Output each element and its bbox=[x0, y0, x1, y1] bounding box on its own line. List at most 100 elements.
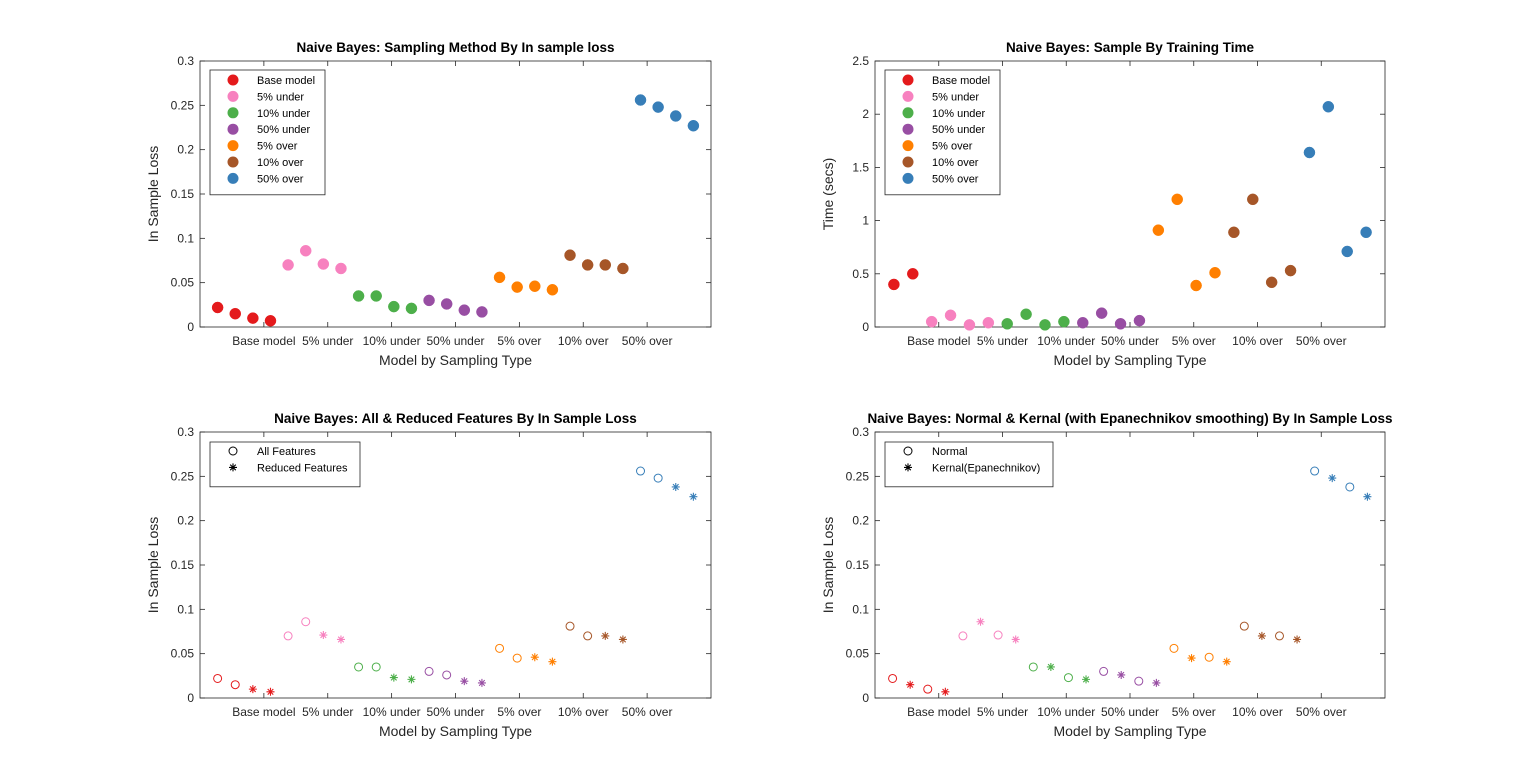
legend-box bbox=[884, 441, 1054, 488]
x-tick-label: 50% under bbox=[426, 334, 484, 348]
data-point-circle bbox=[1134, 676, 1144, 686]
x-tick-label: 5% under bbox=[977, 705, 1028, 719]
data-point bbox=[1095, 307, 1108, 319]
x-tick-label: 50% over bbox=[1296, 334, 1347, 348]
x-tick-label: 5% under bbox=[977, 334, 1028, 348]
legend-label: 50% under bbox=[257, 124, 311, 136]
y-axis-label: In Sample Loss bbox=[820, 517, 836, 614]
data-point-asterisk bbox=[671, 482, 680, 491]
data-point-circle bbox=[301, 617, 311, 627]
data-point-asterisk bbox=[689, 492, 698, 501]
data-point-asterisk bbox=[407, 675, 416, 684]
y-tick-label: 0.2 bbox=[852, 514, 869, 528]
data-point bbox=[264, 315, 277, 327]
data-point-circle bbox=[424, 666, 434, 676]
chart-2: 0 0.5 1 1.5 2 2.5 Base model 5% under 10% under 5… bbox=[820, 40, 1386, 368]
data-point-asterisk bbox=[1293, 635, 1302, 644]
x-tick-label: Base model bbox=[907, 334, 970, 348]
y-tick-label: 0.1 bbox=[177, 231, 194, 245]
y-tick-label: 0 bbox=[187, 320, 194, 334]
data-point bbox=[1341, 245, 1353, 258]
y-tick-label: 2 bbox=[862, 107, 869, 121]
data-point bbox=[247, 312, 259, 324]
data-point bbox=[1190, 279, 1202, 292]
data-point bbox=[581, 259, 594, 271]
data-point bbox=[599, 259, 612, 271]
data-point bbox=[299, 244, 312, 257]
x-tick-label: 10% over bbox=[1232, 334, 1283, 348]
data-point bbox=[529, 280, 541, 292]
data-point-asterisk bbox=[976, 617, 985, 626]
data-point bbox=[1077, 316, 1089, 329]
y-tick-label: 1.5 bbox=[852, 160, 869, 174]
data-point bbox=[1360, 226, 1372, 239]
data-point-circle bbox=[636, 466, 646, 476]
data-point bbox=[1114, 318, 1127, 330]
data-point bbox=[888, 278, 900, 291]
data-point bbox=[1058, 315, 1070, 328]
y-tick-label: 0.1 bbox=[852, 602, 869, 616]
data-point bbox=[1209, 266, 1221, 279]
legend-marker bbox=[227, 90, 239, 102]
data-point-circle bbox=[653, 473, 663, 483]
x-tick-label: 10% over bbox=[1232, 705, 1283, 719]
y-tick-label: 0.25 bbox=[171, 98, 195, 112]
legend-marker-asterisk bbox=[229, 463, 237, 472]
x-tick-label: 5% under bbox=[302, 334, 353, 348]
y-tick-label: 0.2 bbox=[177, 514, 194, 528]
legend-marker-circle bbox=[228, 446, 238, 456]
data-point-circle bbox=[1099, 666, 1109, 676]
x-tick-label: 50% over bbox=[622, 334, 673, 348]
x-tick-label: 10% under bbox=[363, 334, 421, 348]
data-point-asterisk bbox=[319, 631, 328, 640]
legend-label: 50% over bbox=[257, 173, 304, 185]
data-point-circle bbox=[565, 621, 575, 631]
chart-title: Naive Bayes: All & Reduced Features By I… bbox=[274, 411, 637, 426]
legend-label: All Features bbox=[257, 446, 316, 458]
chart-title: Naive Bayes: Sample By Training Time bbox=[1006, 40, 1255, 55]
x-tick-label: 10% over bbox=[558, 705, 609, 719]
data-point-asterisk bbox=[477, 678, 486, 687]
x-axis-label: Model by Sampling Type bbox=[379, 723, 532, 739]
x-tick-label: 50% under bbox=[1101, 334, 1159, 348]
data-point-circle bbox=[1345, 482, 1355, 492]
x-tick-label: 10% under bbox=[363, 705, 421, 719]
data-point-asterisk bbox=[460, 677, 469, 686]
data-point-asterisk bbox=[618, 635, 627, 644]
y-tick-label: 1 bbox=[862, 214, 869, 228]
data-point-circle bbox=[923, 684, 933, 694]
data-point-asterisk bbox=[1082, 675, 1091, 684]
y-tick-label: 0.25 bbox=[846, 469, 870, 483]
legend-label: 50% over bbox=[932, 173, 979, 185]
legend-marker bbox=[902, 74, 914, 86]
legend-label: 5% over bbox=[257, 141, 298, 153]
data-point-circle bbox=[1204, 652, 1214, 662]
x-tick-label: 5% over bbox=[497, 334, 541, 348]
data-point-circle bbox=[888, 673, 898, 683]
y-tick-label: 0.15 bbox=[171, 558, 195, 572]
data-point bbox=[405, 302, 418, 315]
data-point-asterisk bbox=[1011, 635, 1020, 644]
y-axis-label: Time (secs) bbox=[820, 158, 836, 231]
y-tick-label: 0.05 bbox=[171, 647, 195, 661]
data-point bbox=[1171, 193, 1183, 206]
legend-label: 5% under bbox=[932, 91, 979, 103]
data-point bbox=[1152, 224, 1165, 236]
y-tick-label: 0.15 bbox=[171, 187, 195, 201]
chart-4: 0 0.05 0.1 0.15 0.2 0.25 0.3 Base model 5% under… bbox=[820, 411, 1393, 739]
data-point-circle bbox=[371, 662, 381, 672]
data-point bbox=[423, 294, 435, 307]
data-point bbox=[335, 262, 347, 275]
legend-marker bbox=[227, 172, 239, 184]
x-axis-label: Model by Sampling Type bbox=[379, 352, 532, 368]
data-point bbox=[546, 284, 559, 296]
data-point-asterisk bbox=[548, 657, 557, 666]
legend-marker-circle bbox=[903, 446, 913, 456]
legend-marker bbox=[227, 140, 239, 152]
data-point bbox=[687, 119, 700, 132]
legend-marker bbox=[227, 123, 239, 135]
legend-marker bbox=[902, 123, 914, 135]
data-point bbox=[388, 300, 400, 313]
data-point bbox=[1322, 101, 1335, 113]
y-tick-label: 0.3 bbox=[177, 54, 194, 68]
